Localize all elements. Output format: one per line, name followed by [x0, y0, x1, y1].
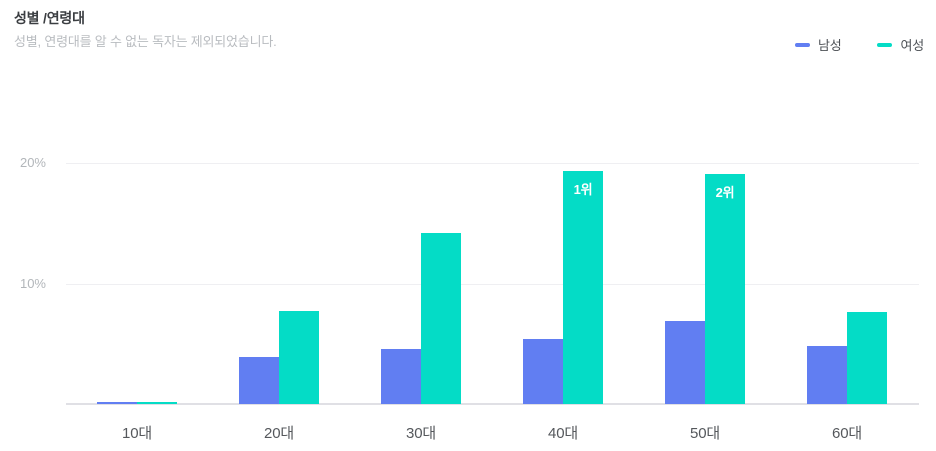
rank-badge: 2위 [715, 185, 735, 200]
chart-bar-female [137, 402, 177, 404]
legend-marker-male-icon [794, 42, 810, 47]
chart-bar-male [239, 357, 279, 404]
gridline [66, 284, 919, 285]
chart-bar-male [665, 321, 705, 404]
chart-bar-male [807, 346, 847, 404]
page-subtitle: 성별, 연령대를 알 수 없는 독자는 제외되었습니다. [14, 34, 277, 49]
page-title: 성별 /연령대 [14, 10, 85, 26]
legend-label-female: 여성 [900, 38, 924, 53]
chart-bar-female [847, 312, 887, 404]
legend-marker-female-icon [877, 42, 893, 47]
legend-item-male[interactable]: 남성 [794, 35, 842, 54]
chart-bar-female [421, 233, 461, 404]
x-axis-label: 10대 [122, 425, 152, 442]
legend-item-female[interactable]: 여성 [877, 35, 924, 54]
chart-bar-female [563, 171, 603, 404]
chart-bar-male [97, 402, 137, 404]
x-axis-label: 30대 [406, 425, 436, 442]
chart-bar-female [705, 174, 745, 404]
x-axis-baseline [66, 403, 919, 405]
chart-legend: 남성 여성 [794, 35, 924, 54]
chart-bar-female [279, 311, 319, 404]
chart-bar-male [381, 349, 421, 404]
x-axis-label: 40대 [548, 425, 578, 442]
y-axis-tick: 10% [19, 276, 46, 291]
x-axis-label: 20대 [264, 425, 294, 442]
legend-label-male: 남성 [817, 38, 842, 53]
gridline [66, 163, 919, 164]
x-axis-label: 60대 [832, 425, 862, 442]
x-axis-label: 50대 [690, 425, 720, 442]
y-axis-tick: 20% [19, 155, 46, 170]
chart-bar-male [523, 339, 563, 404]
rank-badge: 1위 [573, 182, 593, 197]
